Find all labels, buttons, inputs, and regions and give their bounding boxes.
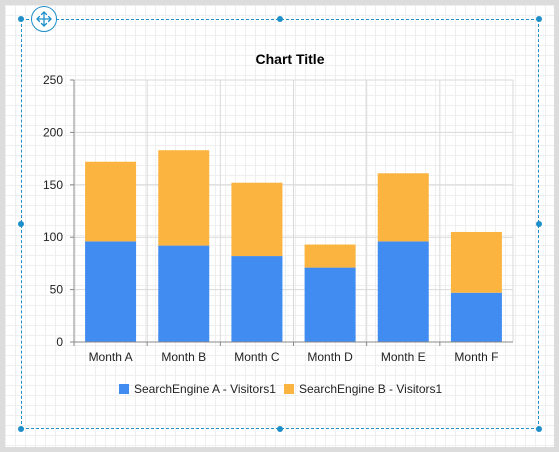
resize-handle-top-right[interactable] xyxy=(536,16,542,22)
resize-handle-bottom-left[interactable] xyxy=(18,426,24,432)
x-tick-label: Month B xyxy=(161,350,206,364)
bar-segment[interactable] xyxy=(85,161,137,242)
resize-handle-bottom[interactable] xyxy=(277,426,283,432)
y-tick-label: 50 xyxy=(50,283,64,297)
legend-swatch xyxy=(284,384,294,394)
move-handle[interactable] xyxy=(31,6,57,32)
legend-label: SearchEngine B - Visitors1 xyxy=(299,382,443,396)
resize-handle-bottom-right[interactable] xyxy=(536,426,542,432)
bar-segment[interactable] xyxy=(304,244,356,268)
y-tick-label: 200 xyxy=(43,125,63,139)
resize-handle-top-left[interactable] xyxy=(18,16,24,22)
y-tick-label: 0 xyxy=(56,335,63,349)
x-tick-label: Month D xyxy=(307,350,353,364)
move-arrows-icon xyxy=(36,11,52,27)
x-tick-label: Month F xyxy=(454,350,498,364)
x-tick-label: Month A xyxy=(89,350,133,364)
bar-segment[interactable] xyxy=(450,292,502,342)
bar-segment[interactable] xyxy=(377,241,429,342)
bar-segment[interactable] xyxy=(450,231,502,293)
y-tick-label: 150 xyxy=(43,178,63,192)
chart-title: Chart Title xyxy=(256,51,325,67)
y-tick-label: 250 xyxy=(43,73,63,87)
y-tick-label: 100 xyxy=(43,230,63,244)
legend-label: SearchEngine A - Visitors1 xyxy=(134,382,276,396)
x-tick-label: Month C xyxy=(234,350,280,364)
bar-segment[interactable] xyxy=(304,267,356,342)
bar-segment[interactable] xyxy=(231,182,283,257)
bar-segment[interactable] xyxy=(377,173,429,242)
resize-handle-right[interactable] xyxy=(536,221,542,227)
legend-swatch xyxy=(119,384,129,394)
x-tick-label: Month E xyxy=(381,350,426,364)
bar-segment[interactable] xyxy=(158,245,210,342)
bar-segment[interactable] xyxy=(158,150,210,246)
bar-segment[interactable] xyxy=(231,256,283,342)
bar-segment[interactable] xyxy=(85,241,137,342)
resize-handle-left[interactable] xyxy=(18,221,24,227)
resize-handle-top[interactable] xyxy=(277,16,283,22)
